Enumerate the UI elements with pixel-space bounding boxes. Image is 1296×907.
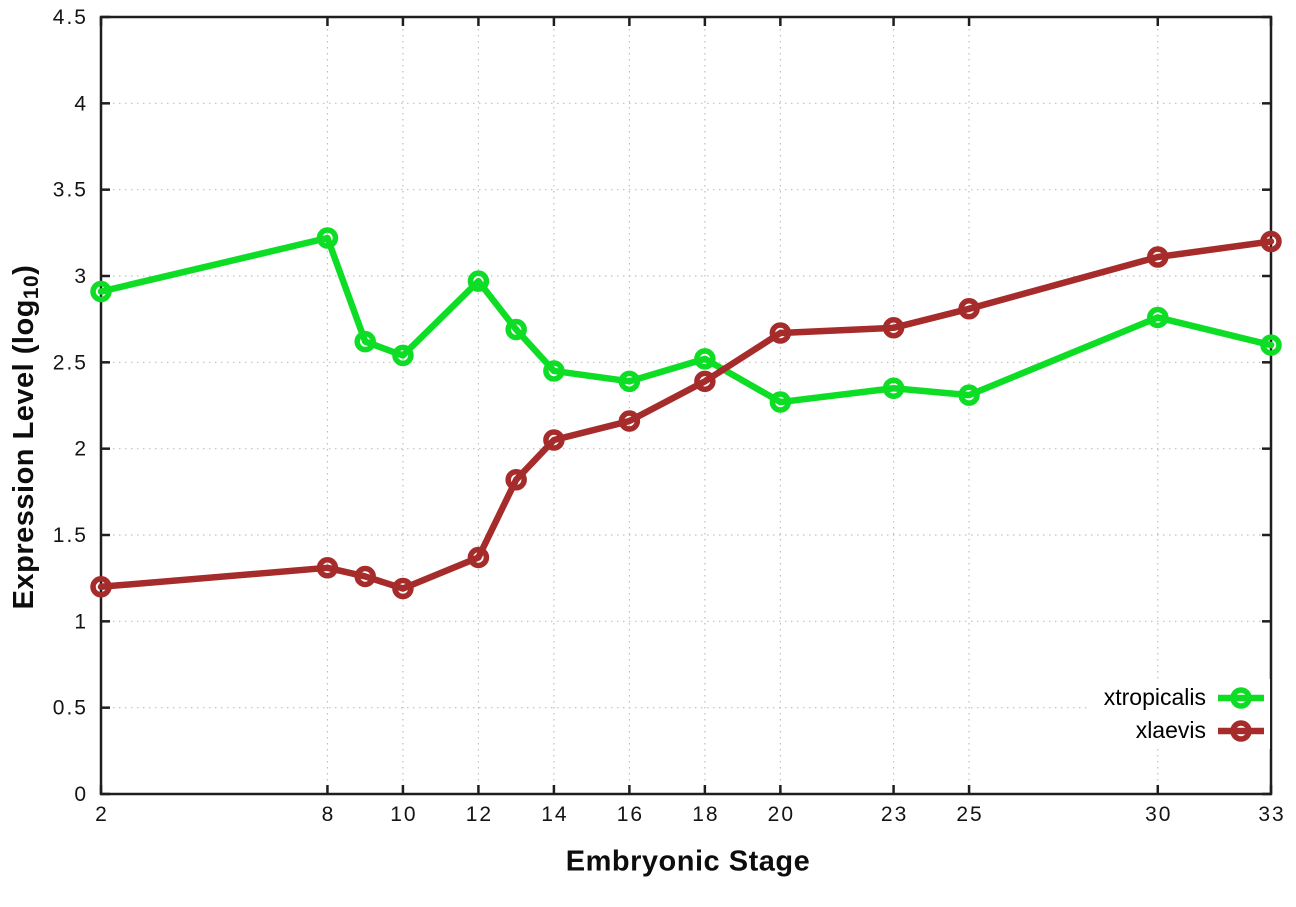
- y-tick-label: 2: [74, 438, 88, 461]
- data-point-xtropicalis: [618, 370, 641, 393]
- x-tick-label: 10: [390, 803, 417, 826]
- data-point-xtropicalis: [90, 280, 112, 303]
- y-axis-label-close: ): [7, 264, 40, 275]
- data-point-xlaevis: [354, 565, 376, 588]
- data-point-xtropicalis: [316, 227, 339, 249]
- x-tick-label: 2: [95, 803, 109, 826]
- data-point-xlaevis: [1147, 246, 1169, 268]
- data-point-xlaevis: [958, 298, 980, 320]
- data-point-xlaevis: [769, 322, 792, 344]
- data-point-xtropicalis: [505, 318, 527, 341]
- data-point-xlaevis: [392, 577, 414, 600]
- data-point-xtropicalis: [392, 344, 414, 367]
- legend-item-xlaevis: xlaevis: [1104, 714, 1266, 747]
- data-point-xtropicalis: [694, 348, 716, 370]
- data-point-xtropicalis: [1147, 306, 1169, 329]
- y-axis-label: Expression Level (log10): [8, 265, 44, 610]
- data-point-xtropicalis: [354, 330, 376, 353]
- x-tick-label: 16: [617, 803, 644, 826]
- legend-sample-xlaevis: [1218, 719, 1264, 742]
- x-tick-label: 30: [1145, 803, 1172, 826]
- y-tick-label: 4.5: [53, 6, 88, 29]
- legend-label: xtropicalis: [1103, 684, 1206, 710]
- y-tick-label: 0.5: [53, 697, 88, 720]
- y-tick-label: 2.5: [53, 351, 88, 374]
- legend: xtropicalis xlaevis: [1089, 679, 1270, 749]
- data-point-xlaevis: [316, 557, 339, 579]
- x-tick-label: 33: [1258, 803, 1285, 826]
- y-tick-label: 3: [74, 265, 88, 288]
- data-point-xlaevis: [543, 429, 565, 451]
- data-point-xlaevis: [1260, 230, 1282, 253]
- x-tick-label: 8: [322, 803, 336, 826]
- legend-sample-xtropicalis: [1218, 686, 1264, 709]
- data-point-xlaevis: [90, 576, 112, 598]
- data-point-xlaevis: [882, 317, 905, 339]
- x-tick-label: 20: [768, 803, 795, 826]
- data-point-xtropicalis: [467, 270, 490, 292]
- y-axis-label-text: Expression Level (log: [7, 299, 40, 610]
- legend-sample-marker: [1230, 719, 1252, 742]
- data-point-xtropicalis: [769, 391, 792, 413]
- y-tick-label: 1: [74, 610, 88, 633]
- legend-label: xlaevis: [1135, 717, 1206, 743]
- data-point-xlaevis: [618, 410, 641, 432]
- data-point-xlaevis: [505, 468, 527, 491]
- plot-border: [99, 15, 1273, 796]
- x-tick-label: 23: [881, 803, 908, 826]
- y-tick-label: 0: [74, 783, 88, 806]
- data-point-xtropicalis: [1260, 334, 1282, 356]
- legend-item-xtropicalis: xtropicalis: [1104, 681, 1266, 714]
- x-tick-label: 18: [692, 803, 719, 826]
- y-tick-label: 4: [74, 92, 88, 115]
- data-point-xlaevis: [694, 370, 716, 393]
- x-tick-label: 12: [466, 803, 493, 826]
- data-point-xlaevis: [467, 546, 490, 569]
- data-point-xtropicalis: [543, 360, 565, 382]
- series-line-xtropicalis: [97, 234, 1275, 406]
- legend-sample-marker: [1230, 686, 1252, 709]
- y-tick-label: 1.5: [53, 524, 88, 547]
- y-axis-label-subscript: 10: [20, 274, 44, 300]
- series-line-xlaevis: [97, 238, 1275, 592]
- x-tick-label: 14: [541, 803, 568, 826]
- y-tick-label: 3.5: [53, 179, 88, 202]
- x-tick-label: 25: [956, 803, 983, 826]
- x-axis-label: Embryonic Stage: [565, 845, 811, 878]
- data-point-xtropicalis: [882, 377, 905, 399]
- data-point-xtropicalis: [958, 384, 980, 406]
